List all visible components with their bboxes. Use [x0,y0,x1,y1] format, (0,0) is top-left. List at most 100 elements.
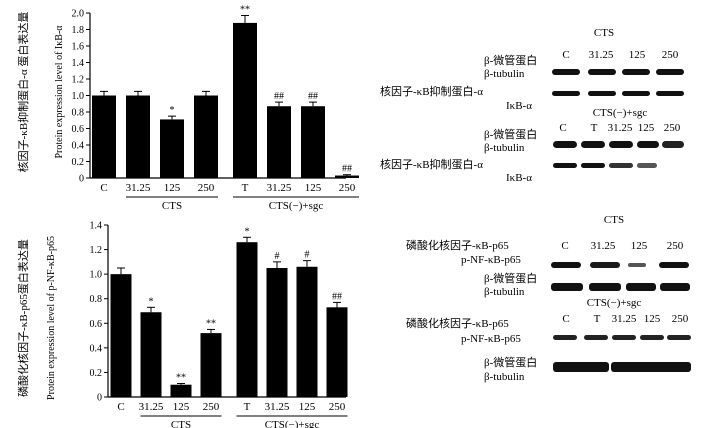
bar [110,274,132,397]
blot-lane: 125 [629,49,646,61]
blot-band [551,262,581,268]
y-tick-label: 0 [97,393,102,404]
blot-band [628,263,646,267]
chart-pnfkb-p65: 磷酸化核因子-κB-p65蛋白表达量 Protein expression le… [16,221,348,428]
y-tick-label: 0.4 [90,343,103,354]
blot-band [552,91,580,96]
blot-lane: C [561,240,568,252]
blot-band [588,91,616,96]
blot-lane: T [591,122,598,134]
x-tick-label: T [242,182,249,194]
y-tick-label: 1.0 [90,270,103,281]
band-row-tubulin-a [552,69,684,75]
blot-label: β-tubulin [484,371,525,383]
blot-label: 核因子-κB抑制蛋白-α [380,84,483,98]
bar [233,22,257,179]
group-label: CTS(−)+sgc [265,419,320,428]
bar [266,268,288,397]
x-tick-label: 125 [173,401,190,413]
chart1-bars [92,14,359,179]
blot-lane: 250 [672,313,689,325]
blot-label: β-微管蛋白 [484,53,537,67]
x-tick-label: 125 [299,401,316,413]
blot-lane: 250 [664,122,681,134]
chart2-labels: C * 31.25 ** 125 ** 250 * T #31.25 #125 ## 250 CTS CTS… [117,226,348,428]
y-tick-label: 0.6 [90,319,103,330]
blot-band [609,141,633,148]
bar [326,307,348,397]
bar [296,266,318,397]
blot-lane: C [562,313,569,325]
significance-label: ** [240,4,250,15]
x-tick-label: T [244,401,251,413]
bar [126,95,150,178]
blot-label: 磷酸化核因子-κB-p65 [406,238,509,252]
band-row-pnfkb-a [551,262,689,268]
blot-panel-ikba: CTS C 31.25 125 250 β-微管蛋白 β-tubulin 核因子… [380,27,684,184]
x-tick-label: 250 [198,182,215,194]
blot-band [588,69,616,75]
chart1-labels: C 31.25 * 125 250 ** T ## 31.25 ## 125 ## 250 CTS CTS(… [100,4,359,212]
y-tick-label: 0.8 [72,108,85,119]
significance-label: * [149,296,154,307]
blot-band [584,335,608,340]
bar [335,175,359,178]
blot-label: p-NF-κB-p65 [461,333,521,345]
x-tick-label: 125 [305,182,322,194]
blot-band [659,262,689,268]
blot-band [552,69,580,75]
blot-band [553,163,577,168]
significance-label: ** [176,372,186,383]
y-tick-label: 0.8 [90,294,103,305]
bar [267,106,291,178]
blot-band [622,91,650,96]
chart2-ylabel-cn: 磷酸化核因子-κB-p65蛋白表达量 [16,239,30,397]
significance-label: * [245,226,250,237]
blot-lane: 125 [631,240,648,252]
blot-label: β-微管蛋白 [484,127,537,141]
bar [140,312,162,397]
x-tick-label: 31.25 [126,182,151,194]
y-tick-label: 2.0 [72,9,85,20]
blot-subtitle: CTS(−)+sgc [587,297,642,309]
y-tick-label: 1.4 [90,221,103,232]
bar [194,95,218,178]
blot-bottom-title: CTS [604,214,624,226]
y-tick-label: 0.2 [90,368,103,379]
x-tick-label: 31.25 [139,401,164,413]
significance-label: # [275,251,280,262]
group-label: CTS [171,419,191,428]
bar [236,242,258,397]
y-tick-label: 1.0 [72,91,85,102]
chart1-ylabel-en: Protein expression level of IκB-α [54,25,65,159]
blot-band [553,141,577,148]
bar [160,119,184,178]
band-row-ikba-b [553,163,657,168]
blot-band [612,335,636,340]
blot-band [656,69,684,75]
blot-lane: C [562,49,569,61]
blot-band [609,163,633,168]
blot-label: 磷酸化核因子-κB-p65 [406,316,509,330]
chart-ikba: 核因子-κB抑制蛋白-α 蛋白表达量 Protein expression le… [16,4,359,212]
y-tick-label: 1.2 [72,75,85,86]
y-tick-label: 0 [79,174,84,185]
blot-lane: 31.25 [589,49,614,61]
blot-label: IκB-α [506,172,532,184]
x-tick-label: 250 [329,401,346,413]
blot-band [590,262,620,268]
x-tick-label: C [117,401,124,413]
x-tick-label: 250 [339,182,356,194]
blot-lane: 250 [662,49,679,61]
significance-label: ** [206,318,216,329]
blot-band [553,335,577,340]
blot-label: β-tubulin [484,142,525,154]
blot-band [667,335,691,340]
blot-lane: 31.25 [612,313,637,325]
blot-lane: T [594,313,601,325]
blot-band [637,163,657,168]
y-tick-label: 1.2 [90,245,103,256]
chart2-ylabel-en: Protein expression level of p-NF-κB-p65 [46,236,57,400]
x-tick-label: 125 [164,182,181,194]
chart1-ylabel-cn: 核因子-κB抑制蛋白-α 蛋白表达量 [16,12,30,173]
